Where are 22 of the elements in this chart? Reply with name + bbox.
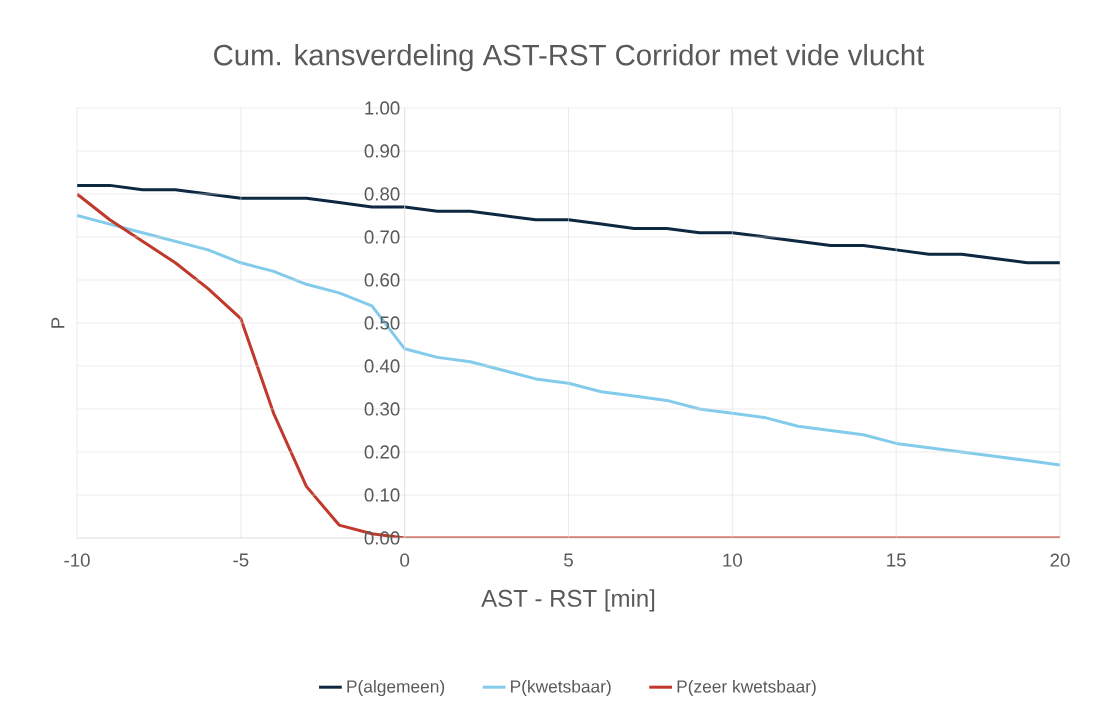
y-tick-label: 0.60 <box>364 273 400 287</box>
y-tick-label: 0.40 <box>364 359 400 373</box>
y-tick-label: 0.80 <box>364 187 400 201</box>
y-tick-label: 0.10 <box>364 488 400 502</box>
y-tick-label: 0.90 <box>364 144 400 158</box>
x-tick-label: 10 <box>723 553 742 567</box>
x-axis-title: AST - RST [min] <box>481 589 655 612</box>
legend-label: P(zeer kwetsbaar) <box>677 679 816 697</box>
y-tick-label: 0.70 <box>364 230 400 244</box>
chart-title: Cum. kansverdeling AST-RST Corridor met vide vlucht <box>214 43 925 72</box>
x-tick-label: -5 <box>233 553 249 567</box>
x-tick-label: 20 <box>1050 553 1070 567</box>
y-tick-label: 1.00 <box>365 101 400 115</box>
x-tick-label: 5 <box>564 553 573 567</box>
y-tick-label: 0.20 <box>364 445 400 459</box>
x-tick-label: -10 <box>64 553 90 567</box>
y-tick-label: 0.30 <box>364 402 400 416</box>
legend-label: P(kwetsbaar) <box>511 679 611 697</box>
y-axis-title: P <box>51 317 65 328</box>
x-tick-label: 15 <box>887 553 906 567</box>
x-tick-label: 0 <box>400 553 410 567</box>
legend-label: P(algemeen) <box>347 679 445 697</box>
